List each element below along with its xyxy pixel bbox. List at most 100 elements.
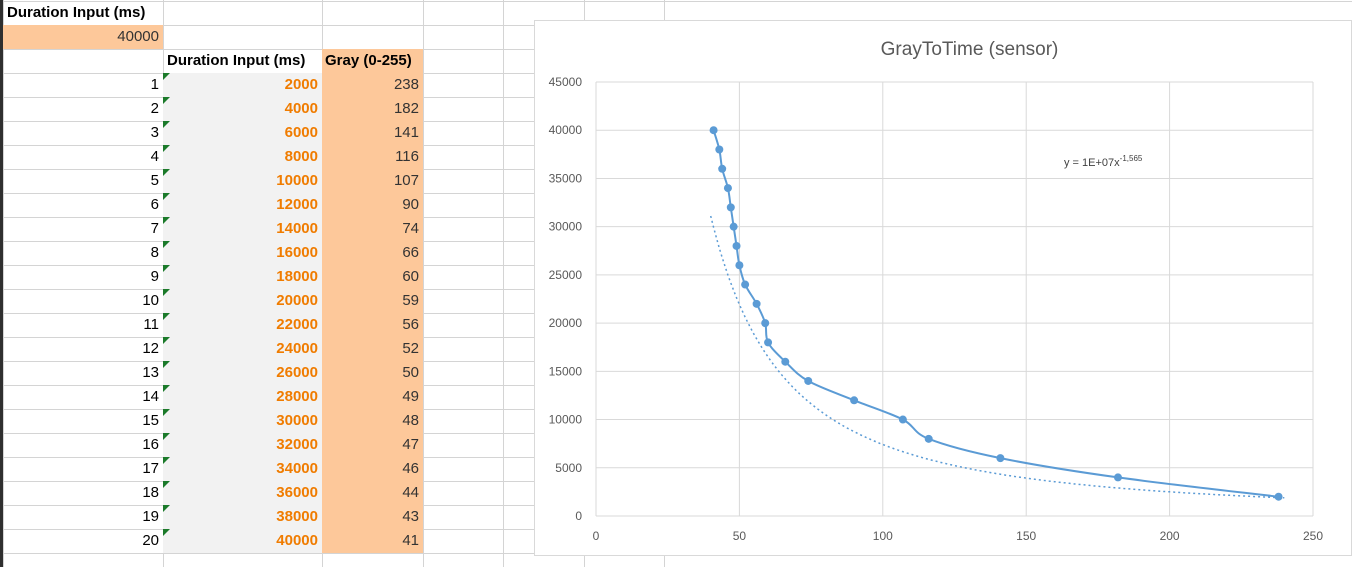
gray-cell[interactable]: 238 <box>322 73 423 97</box>
row-index[interactable]: 18 <box>142 484 159 501</box>
duration-param-input[interactable]: 40000 <box>3 25 163 49</box>
row-index[interactable]: 19 <box>142 508 159 525</box>
row-index[interactable]: 5 <box>150 172 159 189</box>
row-index[interactable]: 2 <box>150 100 159 117</box>
duration-cell[interactable]: 32000 <box>163 433 322 457</box>
x-tick-label: 150 <box>1016 529 1036 543</box>
data-point <box>781 357 790 366</box>
duration-cell[interactable]: 22000 <box>163 313 322 337</box>
duration-cell[interactable]: 14000 <box>163 217 322 241</box>
gray-cell[interactable]: 107 <box>322 169 423 193</box>
chart-plot: GrayToTime (sensor) 0 5000 10000 15000 20000 2… <box>549 39 1324 543</box>
data-point <box>741 280 750 289</box>
data-point <box>715 145 724 154</box>
duration-cell[interactable]: 36000 <box>163 481 322 505</box>
gray-cell[interactable]: 47 <box>322 433 423 457</box>
row-index[interactable]: 16 <box>142 436 159 453</box>
gray-cell[interactable]: 74 <box>322 217 423 241</box>
duration-cell[interactable]: 8000 <box>163 145 322 169</box>
duration-cell[interactable]: 38000 <box>163 505 322 529</box>
error-indicator-icon <box>163 217 170 224</box>
gray-cell[interactable]: 48 <box>322 409 423 433</box>
row-index[interactable]: 12 <box>142 340 159 357</box>
duration-cell[interactable]: 18000 <box>163 265 322 289</box>
gray-cell[interactable]: 41 <box>322 529 423 553</box>
data-point <box>898 415 907 424</box>
row-index[interactable]: 17 <box>142 460 159 477</box>
row-index[interactable]: 8 <box>150 244 159 261</box>
duration-cell[interactable]: 6000 <box>163 121 322 145</box>
gray-cell[interactable]: 66 <box>322 241 423 265</box>
error-indicator-icon <box>163 433 170 440</box>
series-line <box>712 129 1279 498</box>
gray-cell[interactable]: 59 <box>322 289 423 313</box>
error-indicator-icon <box>163 313 170 320</box>
error-indicator-icon <box>163 73 170 80</box>
error-indicator-icon <box>163 481 170 488</box>
y-tick-label: 45000 <box>549 75 583 89</box>
row-index[interactable]: 11 <box>143 316 159 333</box>
duration-cell[interactable]: 12000 <box>163 193 322 217</box>
duration-cell[interactable]: 24000 <box>163 337 322 361</box>
chart-title: GrayToTime (sensor) <box>881 39 1059 60</box>
error-indicator-icon <box>163 289 170 296</box>
y-tick-label: 10000 <box>549 413 583 427</box>
row-index[interactable]: 1 <box>150 76 159 93</box>
data-point <box>804 376 813 385</box>
row-index[interactable]: 6 <box>150 196 159 213</box>
gray-cell[interactable]: 90 <box>322 193 423 217</box>
gray-cell[interactable]: 44 <box>322 481 423 505</box>
duration-cell[interactable]: 2000 <box>163 73 322 97</box>
error-indicator-icon <box>163 361 170 368</box>
error-indicator-icon <box>163 457 170 464</box>
gray-cell[interactable]: 43 <box>322 505 423 529</box>
gray-cell[interactable]: 60 <box>322 265 423 289</box>
error-indicator-icon <box>163 169 170 176</box>
error-indicator-icon <box>163 505 170 512</box>
duration-column-header[interactable]: Duration Input (ms) <box>167 52 306 69</box>
error-indicator-icon <box>163 409 170 416</box>
gray-cell[interactable]: 141 <box>322 121 423 145</box>
gray-column-header[interactable]: Gray (0-255) <box>322 49 423 73</box>
row-index[interactable]: 15 <box>142 412 159 429</box>
row-index[interactable]: 20 <box>142 532 159 549</box>
duration-cell[interactable]: 26000 <box>163 361 322 385</box>
y-tick-label: 30000 <box>549 220 583 234</box>
duration-cell[interactable]: 10000 <box>163 169 322 193</box>
x-tick-label: 100 <box>873 529 893 543</box>
y-tick-label: 20000 <box>549 316 583 330</box>
data-point <box>732 241 741 250</box>
gray-cell[interactable]: 56 <box>322 313 423 337</box>
x-tick-label: 50 <box>733 529 747 543</box>
error-indicator-icon <box>163 241 170 248</box>
data-point <box>850 396 859 405</box>
gray-cell[interactable]: 49 <box>322 385 423 409</box>
row-index[interactable]: 13 <box>142 364 159 381</box>
row-index[interactable]: 10 <box>142 292 159 309</box>
duration-param-label[interactable]: Duration Input (ms) <box>7 4 146 21</box>
data-point <box>924 434 933 443</box>
duration-cell[interactable]: 28000 <box>163 385 322 409</box>
row-index[interactable]: 14 <box>142 388 159 405</box>
duration-cell[interactable]: 4000 <box>163 97 322 121</box>
row-index[interactable]: 4 <box>150 148 159 165</box>
row-index[interactable]: 3 <box>150 124 159 141</box>
trendline-equation: y = 1E+07x-1,565 <box>1064 154 1143 169</box>
row-index[interactable]: 7 <box>150 220 159 237</box>
row-index[interactable]: 9 <box>150 268 159 285</box>
x-tick-label: 250 <box>1303 529 1323 543</box>
duration-cell[interactable]: 34000 <box>163 457 322 481</box>
y-tick-label: 15000 <box>549 364 583 378</box>
data-point <box>752 299 761 308</box>
graytotime-chart[interactable]: GrayToTime (sensor) 0 5000 10000 15000 20000 2… <box>534 20 1352 556</box>
gray-cell[interactable]: 52 <box>322 337 423 361</box>
gray-cell[interactable]: 182 <box>322 97 423 121</box>
gray-cell[interactable]: 50 <box>322 361 423 385</box>
gray-cell[interactable]: 46 <box>322 457 423 481</box>
power-trendline <box>709 215 1285 499</box>
duration-cell[interactable]: 40000 <box>163 529 322 553</box>
duration-cell[interactable]: 16000 <box>163 241 322 265</box>
gray-cell[interactable]: 116 <box>322 145 423 169</box>
duration-cell[interactable]: 30000 <box>163 409 322 433</box>
duration-cell[interactable]: 20000 <box>163 289 322 313</box>
